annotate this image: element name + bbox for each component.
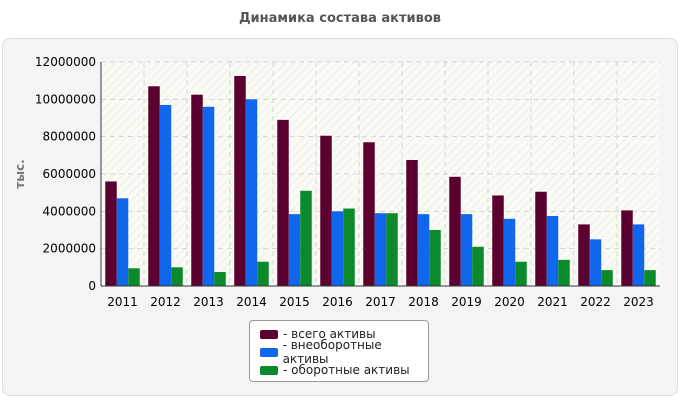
- bar-2019-series-1: [449, 176, 461, 286]
- bar-2012-series-1: [148, 86, 160, 287]
- bar-2018-series-1: [406, 160, 418, 286]
- y-tick-label: 12000000: [35, 55, 96, 69]
- x-tick-label: 2023: [623, 295, 654, 309]
- legend-label: - всего активы: [283, 327, 376, 341]
- x-tick-label: 2014: [236, 295, 267, 309]
- bar-2022-series-2: [589, 239, 602, 286]
- x-tick-label: 2013: [193, 295, 224, 309]
- y-tick-label: 6000000: [43, 167, 96, 181]
- bar-2017-series-1: [363, 142, 375, 286]
- bar-2011-series-2: [116, 198, 129, 286]
- bar-2020-series-3: [515, 261, 527, 286]
- x-tick-label: 2011: [107, 295, 138, 309]
- bar-2012-series-3: [171, 267, 183, 286]
- bar-2021-series-2: [546, 216, 559, 286]
- bar-2014-series-2: [245, 99, 258, 286]
- bar-2022-series-1: [578, 224, 590, 286]
- bar-2018-series-3: [429, 230, 441, 286]
- bar-2015-series-3: [300, 190, 312, 286]
- bar-2021-series-3: [558, 259, 570, 286]
- bar-2017-series-2: [374, 213, 387, 286]
- legend-swatch: [260, 365, 278, 375]
- bar-2013-series-2: [202, 106, 215, 286]
- y-tick-label: 4000000: [43, 204, 96, 218]
- chart-legend: - всего активы - внеоборотные активы - обо…: [249, 320, 429, 382]
- legend-item: - внеоборотные активы: [250, 338, 428, 366]
- x-tick-label: 2012: [150, 295, 181, 309]
- x-tick-label: 2020: [494, 295, 525, 309]
- bar-2015-series-2: [288, 214, 301, 286]
- legend-item: - оборотные активы: [250, 361, 428, 379]
- legend-item: - всего активы: [250, 325, 428, 343]
- x-tick-label: 2021: [537, 295, 568, 309]
- chart-title: Динамика состава активов: [238, 11, 442, 26]
- legend-swatch: [260, 329, 278, 339]
- x-tick-label: 2015: [279, 295, 310, 309]
- x-tick-label: 2022: [580, 295, 611, 309]
- bar-2021-series-1: [535, 191, 547, 286]
- legend-label: - внеоборотные активы: [282, 338, 382, 366]
- x-tick-label: 2019: [451, 295, 482, 309]
- y-tick-label: 10000000: [35, 92, 96, 106]
- x-tick-label: 2016: [322, 295, 353, 309]
- bar-2023-series-3: [644, 270, 656, 286]
- x-tick-label: 2017: [365, 295, 396, 309]
- bar-2015-series-1: [277, 119, 289, 286]
- bar-2012-series-2: [159, 104, 172, 286]
- bar-2023-series-1: [621, 210, 633, 286]
- bar-2014-series-1: [234, 76, 246, 286]
- x-tick-label: 2018: [408, 295, 439, 309]
- bar-2011-series-3: [128, 268, 140, 286]
- y-tick-label: 8000000: [43, 130, 96, 144]
- bar-2013-series-1: [191, 94, 203, 287]
- legend-label: - оборотные активы: [283, 363, 410, 377]
- bar-2011-series-1: [105, 181, 117, 286]
- bar-2016-series-2: [331, 211, 344, 286]
- bar-2017-series-3: [386, 213, 398, 286]
- bar-2023-series-2: [632, 224, 645, 286]
- y-tick-label: 2000000: [43, 242, 96, 256]
- bar-2014-series-3: [257, 261, 269, 286]
- bar-2013-series-3: [214, 272, 226, 286]
- y-axis-label: тыс.: [13, 159, 27, 188]
- bar-2022-series-3: [601, 270, 613, 286]
- legend-swatch: [260, 347, 278, 357]
- bar-2016-series-1: [320, 135, 332, 286]
- y-tick-label: 0: [88, 279, 96, 293]
- bar-2019-series-2: [460, 214, 473, 286]
- bar-2020-series-1: [492, 195, 504, 286]
- bar-2018-series-2: [417, 214, 430, 286]
- bar-2016-series-3: [343, 208, 355, 286]
- bar-2020-series-2: [503, 218, 516, 286]
- bar-2019-series-3: [472, 246, 484, 286]
